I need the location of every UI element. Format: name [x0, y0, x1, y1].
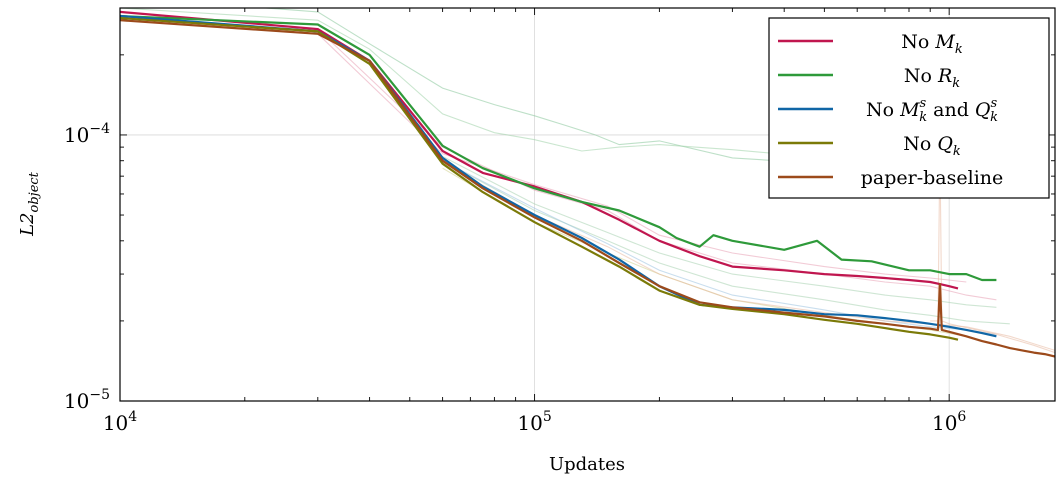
y-axis-label-main: L2 — [17, 212, 38, 236]
x-axis-label: Updates — [549, 454, 625, 475]
y-tick-labels: 10−5 10−4 — [64, 121, 110, 413]
legend: No Mk No Rk No Ms k and Qs k No Qk paper-basel… — [768, 17, 1050, 199]
legend-label: No Qk — [903, 133, 961, 159]
x-tick-label: 106 — [932, 409, 966, 435]
faint-run-line — [442, 161, 1055, 351]
x-tick-labels: 104 105 106 — [103, 409, 967, 435]
ticks — [119, 8, 1055, 402]
y-tick-label: 10−5 — [64, 387, 110, 413]
x-tick-label: 104 — [103, 409, 137, 435]
x-tick-label: 105 — [517, 409, 551, 435]
legend-label: No Ms k and Qs k — [866, 96, 998, 125]
series-lines — [120, 10, 1055, 358]
y-axis-label-sub: object — [27, 171, 42, 212]
faint-run-line — [930, 147, 1055, 354]
plot-frame — [119, 7, 1056, 402]
series-line — [120, 10, 959, 290]
legend-label: No Mk — [901, 31, 963, 57]
faint-run-line — [442, 156, 997, 308]
legend-label: No Rk — [904, 65, 960, 91]
y-axis-label: L2object — [17, 171, 42, 237]
series-line — [120, 19, 1055, 358]
series-line — [120, 17, 959, 341]
y-tick-label: 10−4 — [64, 121, 110, 147]
series-line — [120, 14, 997, 282]
legend-label: paper-baseline — [861, 167, 1004, 189]
faint-run-line — [442, 160, 997, 335]
